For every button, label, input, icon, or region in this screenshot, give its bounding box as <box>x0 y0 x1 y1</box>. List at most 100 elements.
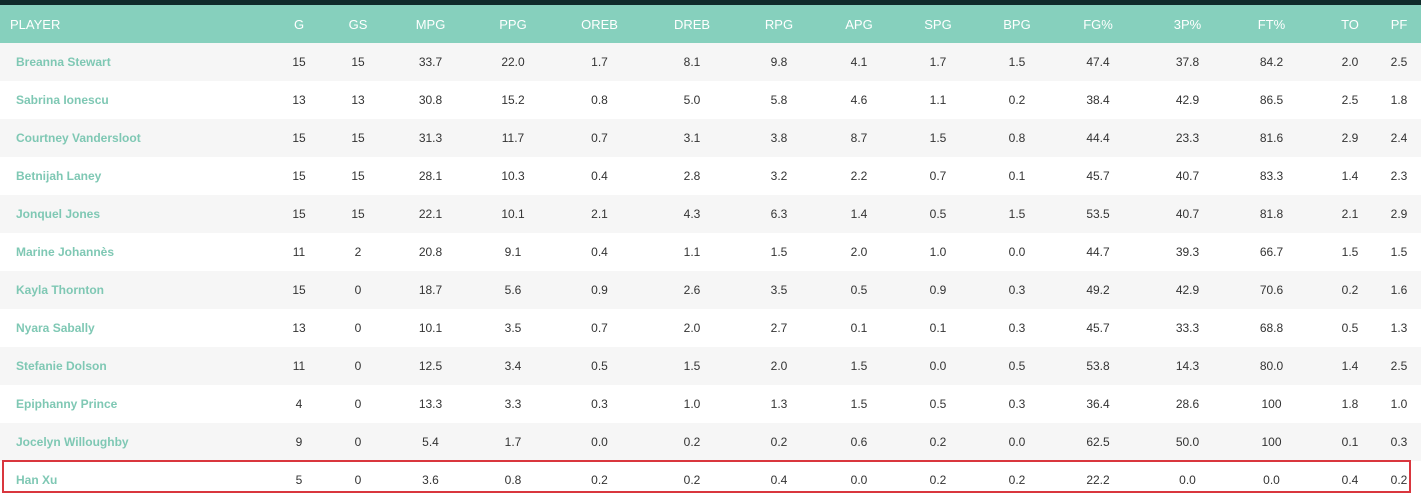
stat-cell-oreb: 0.3 <box>591 397 608 411</box>
stat-cell-spg: 1.5 <box>929 131 947 145</box>
stat-cell-gs: 0 <box>354 397 362 411</box>
stat-cell-apg: 4.1 <box>850 55 868 69</box>
stat-cell-g: 11 <box>292 359 306 373</box>
column-header-ppg[interactable]: PPG <box>499 16 527 32</box>
stat-cell-dreb: 1.1 <box>683 245 701 259</box>
stat-cell-apg: 0.5 <box>850 283 868 297</box>
stat-cell-gs: 15 <box>351 55 365 69</box>
stat-cell-g: 15 <box>292 55 306 69</box>
stat-cell-oreb: 0.4 <box>591 169 608 183</box>
column-header-bpg[interactable]: BPG <box>1003 16 1031 32</box>
player-name-link[interactable]: Jocelyn Willoughby <box>16 435 129 449</box>
column-header-pf[interactable]: PF <box>1390 16 1408 32</box>
stat-cell-3p-pct: 23.3 <box>1175 131 1200 145</box>
stat-cell-gs: 0 <box>354 283 362 297</box>
stat-cell-gs: 15 <box>351 131 365 145</box>
stat-cell-bpg: 1.5 <box>1008 207 1026 221</box>
stat-cell-ft-pct: 70.6 <box>1259 283 1284 297</box>
stat-cell-spg: 1.1 <box>929 93 947 107</box>
stat-cell-rpg: 2.0 <box>770 359 788 373</box>
stat-cell-rpg: 1.3 <box>770 397 788 411</box>
player-cell: Epiphanny Prince <box>0 385 255 423</box>
column-header-3p-pct[interactable]: 3P% <box>1173 16 1202 32</box>
column-header-apg[interactable]: APG <box>845 16 873 32</box>
stat-cell-ft-pct: 83.3 <box>1259 169 1284 183</box>
player-name-link[interactable]: Han Xu <box>16 473 58 487</box>
column-header-g[interactable]: G <box>293 16 305 32</box>
player-name-link[interactable]: Kayla Thornton <box>16 283 105 297</box>
player-name-link[interactable]: Epiphanny Prince <box>16 397 118 411</box>
stat-cell-rpg: 3.5 <box>770 283 788 297</box>
player-cell: Jonquel Jones <box>0 195 255 233</box>
stat-cell-oreb: 0.0 <box>591 435 608 449</box>
stat-cell-dreb: 8.1 <box>683 55 701 69</box>
stat-cell-g: 15 <box>292 207 306 221</box>
player-name-link[interactable]: Breanna Stewart <box>16 55 111 69</box>
player-name-link[interactable]: Betnijah Laney <box>16 169 102 183</box>
player-cell: Kayla Thornton <box>0 271 255 309</box>
stat-cell-gs: 0 <box>354 435 362 449</box>
column-header-player[interactable]: PLAYER <box>10 16 61 32</box>
stat-cell-spg: 0.2 <box>929 435 947 449</box>
player-cell: Nyara Sabally <box>0 309 255 347</box>
stat-cell-mpg: 13.3 <box>418 397 443 411</box>
stat-cell-3p-pct: 42.9 <box>1175 283 1200 297</box>
stat-cell-apg: 0.6 <box>850 435 868 449</box>
stat-cell-spg: 0.2 <box>929 473 947 487</box>
stat-cell-3p-pct: 40.7 <box>1175 169 1200 183</box>
stat-cell-fg-pct: 47.4 <box>1086 55 1110 69</box>
stat-cell-dreb: 0.2 <box>683 435 701 449</box>
player-name-link[interactable]: Stefanie Dolson <box>16 359 107 373</box>
stat-cell-3p-pct: 28.6 <box>1175 397 1200 411</box>
stat-cell-gs: 0 <box>354 321 362 335</box>
stat-cell-mpg: 31.3 <box>418 131 443 145</box>
stat-cell-to: 2.5 <box>1341 93 1359 107</box>
player-name-link[interactable]: Marine Johannès <box>16 245 115 259</box>
stat-cell-spg: 1.7 <box>929 55 947 69</box>
stat-cell-bpg: 0.2 <box>1008 93 1026 107</box>
column-header-ft-pct[interactable]: FT% <box>1257 16 1286 32</box>
column-header-rpg[interactable]: RPG <box>764 16 794 32</box>
stat-cell-fg-pct: 49.2 <box>1086 283 1110 297</box>
stat-cell-to: 0.2 <box>1341 283 1359 297</box>
player-cell: Courtney Vandersloot <box>0 119 255 157</box>
player-cell: Marine Johannès <box>0 233 255 271</box>
stat-cell-mpg: 5.4 <box>422 435 439 449</box>
column-header-mpg[interactable]: MPG <box>415 16 446 32</box>
player-cell: Betnijah Laney <box>0 157 255 195</box>
stat-cell-to: 0.5 <box>1341 321 1359 335</box>
stat-cell-dreb: 5.0 <box>683 93 701 107</box>
stat-cell-gs: 15 <box>351 169 365 183</box>
stat-cell-3p-pct: 40.7 <box>1175 207 1200 221</box>
stat-cell-bpg: 1.5 <box>1008 55 1026 69</box>
stat-cell-gs: 2 <box>354 245 362 259</box>
column-header-fg-pct[interactable]: FG% <box>1083 16 1113 32</box>
stat-cell-3p-pct: 50.0 <box>1175 435 1200 449</box>
stat-cell-bpg: 0.3 <box>1008 321 1026 335</box>
player-name-link[interactable]: Nyara Sabally <box>16 321 95 335</box>
stat-cell-apg: 1.5 <box>850 359 868 373</box>
stat-cell-bpg: 0.1 <box>1008 169 1026 183</box>
stat-cell-dreb: 3.1 <box>683 131 701 145</box>
player-name-link[interactable]: Jonquel Jones <box>16 207 101 221</box>
stat-cell-spg: 0.9 <box>929 283 947 297</box>
stat-cell-mpg: 28.1 <box>418 169 443 183</box>
column-header-to[interactable]: TO <box>1341 16 1359 32</box>
column-header-oreb[interactable]: OREB <box>581 16 618 32</box>
player-cell: Jocelyn Willoughby <box>0 423 255 461</box>
player-name-link[interactable]: Sabrina Ionescu <box>16 93 109 107</box>
column-header-gs[interactable]: GS <box>348 16 368 32</box>
stat-cell-dreb: 2.8 <box>683 169 701 183</box>
stat-cell-oreb: 2.1 <box>591 207 608 221</box>
table-row: Sabrina Ionescu 13 13 30.8 15.2 0.8 5.0 5.8 4.6 1… <box>0 81 1421 119</box>
stat-cell-rpg: 3.8 <box>770 131 788 145</box>
table-row: Epiphanny Prince 4 0 13.3 3.3 0.3 1.0 1.3 1.5 0.5… <box>0 385 1421 423</box>
player-name-link[interactable]: Courtney Vandersloot <box>16 131 141 145</box>
column-header-spg[interactable]: SPG <box>924 16 952 32</box>
column-header-dreb[interactable]: DREB <box>673 16 711 32</box>
stat-cell-fg-pct: 45.7 <box>1086 169 1110 183</box>
stat-cell-pf: 0.3 <box>1390 435 1408 449</box>
stat-cell-3p-pct: 33.3 <box>1175 321 1200 335</box>
stat-cell-rpg: 9.8 <box>770 55 788 69</box>
stat-cell-gs: 0 <box>354 473 362 487</box>
